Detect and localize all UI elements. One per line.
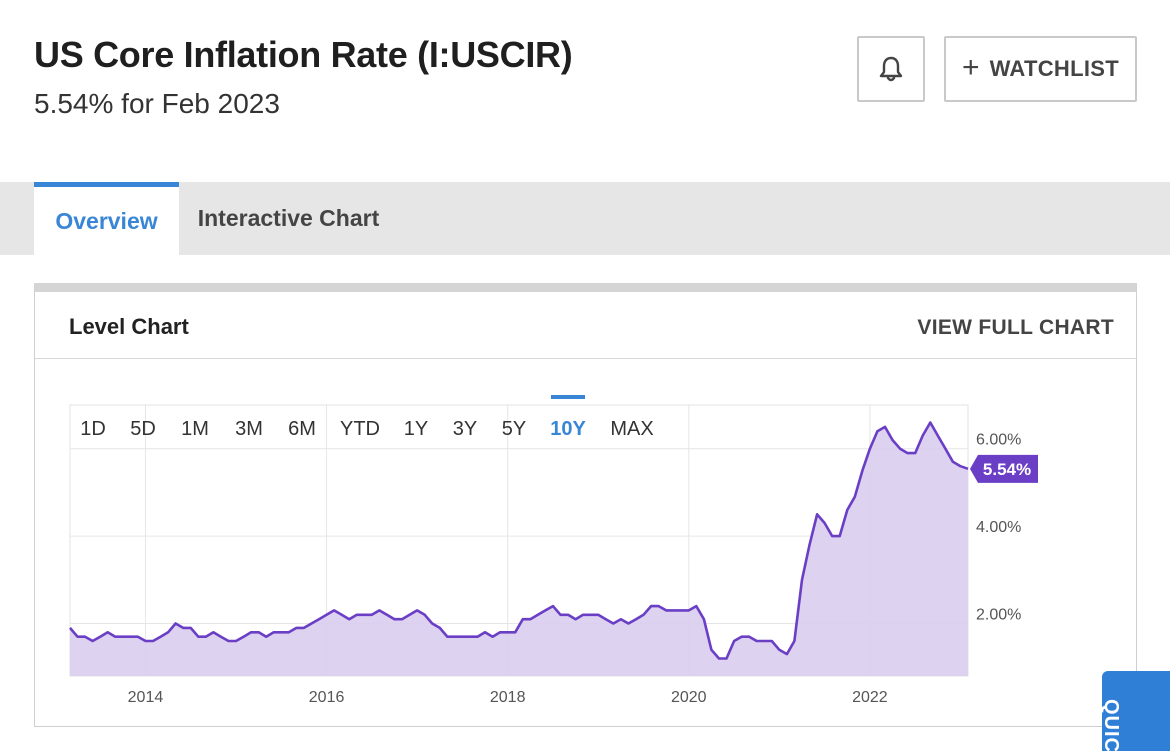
bell-icon xyxy=(879,56,903,82)
x-tick-label: 2014 xyxy=(128,689,164,706)
series-line xyxy=(69,421,969,660)
range-active-indicator xyxy=(551,395,585,399)
range-button-10y[interactable]: 10Y xyxy=(550,418,586,440)
range-button-1m[interactable]: 1M xyxy=(181,418,209,440)
range-button-3m[interactable]: 3M xyxy=(235,418,263,440)
range-button-max[interactable]: MAX xyxy=(610,418,653,440)
tab-overview[interactable]: Overview xyxy=(34,182,179,255)
range-button-3y[interactable]: 3Y xyxy=(453,418,477,440)
y-tick-label: 4.00% xyxy=(976,519,1021,536)
plus-icon: + xyxy=(962,50,980,84)
y-tick-label: 2.00% xyxy=(976,607,1021,624)
page-subtitle: 5.54% for Feb 2023 xyxy=(34,88,280,119)
y-tick-label: 6.00% xyxy=(976,432,1021,449)
card-header: Level Chart VIEW FULL CHART xyxy=(35,292,1136,359)
x-tick-label: 2016 xyxy=(309,689,345,706)
tab-bar: Overview Interactive Chart xyxy=(0,182,1170,255)
range-button-5y[interactable]: 5Y xyxy=(502,418,526,440)
last-value-label: 5.54% xyxy=(983,460,1031,479)
series-area xyxy=(70,422,968,676)
set-alert-button[interactable] xyxy=(857,36,925,102)
view-full-chart-link[interactable]: VIEW FULL CHART xyxy=(917,316,1114,339)
range-button-5d[interactable]: 5D xyxy=(130,418,156,440)
range-button-6m[interactable]: 6M xyxy=(288,418,316,440)
last-value-badge xyxy=(970,454,1038,483)
tab-interactive-chart[interactable]: Interactive Chart xyxy=(197,205,380,231)
range-button-ytd[interactable]: YTD xyxy=(340,418,380,440)
x-tick-label: 2018 xyxy=(490,689,526,706)
page-title: US Core Inflation Rate (I:USCIR) xyxy=(34,34,573,75)
range-button-1y[interactable]: 1Y xyxy=(404,418,428,440)
add-watchlist-button[interactable]: + WATCHLIST xyxy=(944,36,1137,102)
watchlist-label: WATCHLIST xyxy=(989,56,1119,81)
quick-links-tab[interactable]: QUIC xyxy=(1100,671,1170,751)
x-tick-label: 2022 xyxy=(852,689,888,706)
range-button-1d[interactable]: 1D xyxy=(80,418,106,440)
x-tick-label: 2020 xyxy=(671,689,707,706)
card-title: Level Chart xyxy=(69,314,189,339)
